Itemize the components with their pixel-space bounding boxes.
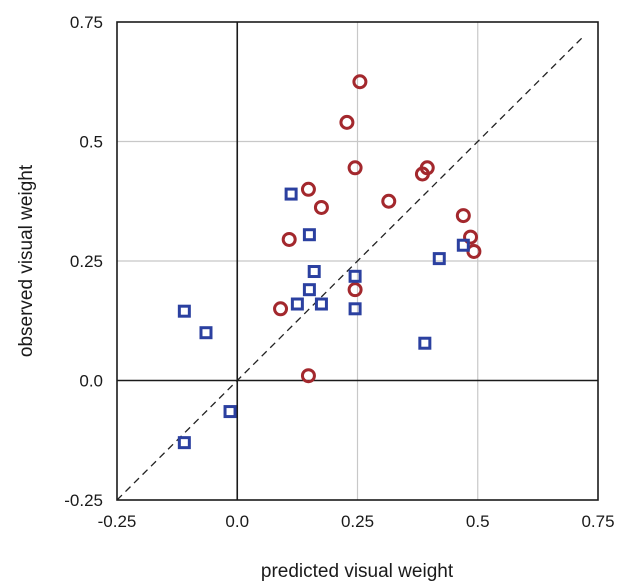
circle-point	[381, 193, 397, 209]
circle-point	[414, 166, 430, 182]
x-tick-label: 0.25	[341, 512, 374, 531]
x-tick-label: 0.75	[581, 512, 614, 531]
data-points	[177, 74, 482, 450]
x-tick-label: -0.25	[98, 512, 137, 531]
circle-point	[300, 368, 316, 384]
plot-frame	[116, 21, 599, 501]
square-point	[418, 336, 432, 350]
y-axis-title: observed visual weight	[16, 164, 37, 357]
circle-point	[455, 208, 471, 224]
square-point	[199, 326, 213, 340]
square-point	[284, 187, 298, 201]
square-point	[432, 252, 446, 266]
circle-point	[352, 74, 368, 90]
square-point	[456, 238, 470, 252]
x-axis-title: predicted visual weight	[261, 561, 454, 582]
circle-point	[347, 282, 363, 298]
square-point	[348, 269, 362, 283]
square-point	[348, 302, 362, 316]
x-tick-label: 0.0	[225, 512, 249, 531]
square-point	[302, 228, 316, 242]
circle-point	[339, 114, 355, 130]
square-point	[290, 297, 304, 311]
zero-axes	[117, 22, 598, 500]
square-point	[177, 436, 191, 450]
y-tick-label: 0.0	[79, 372, 103, 391]
circle-point	[313, 199, 329, 215]
square-point	[302, 283, 316, 297]
y-tick-labels: -0.25 0.0 0.25 0.5 0.75	[64, 13, 103, 510]
y-tick-label: 0.5	[79, 133, 103, 152]
y-tick-label: -0.25	[64, 491, 103, 510]
circle-point	[300, 181, 316, 197]
x-tick-label: 0.5	[466, 512, 490, 531]
circle-point	[463, 229, 479, 245]
circle-point	[273, 301, 289, 317]
x-tick-labels: -0.25 0.0 0.25 0.5 0.75	[98, 512, 615, 531]
circle-point	[281, 231, 297, 247]
square-point	[177, 304, 191, 318]
y-tick-label: 0.25	[70, 252, 103, 271]
y-tick-label: 0.75	[70, 13, 103, 32]
square-point	[307, 265, 321, 279]
circle-point	[347, 160, 363, 176]
square-point	[223, 405, 237, 419]
reference-line	[116, 35, 585, 501]
square-point	[314, 297, 328, 311]
